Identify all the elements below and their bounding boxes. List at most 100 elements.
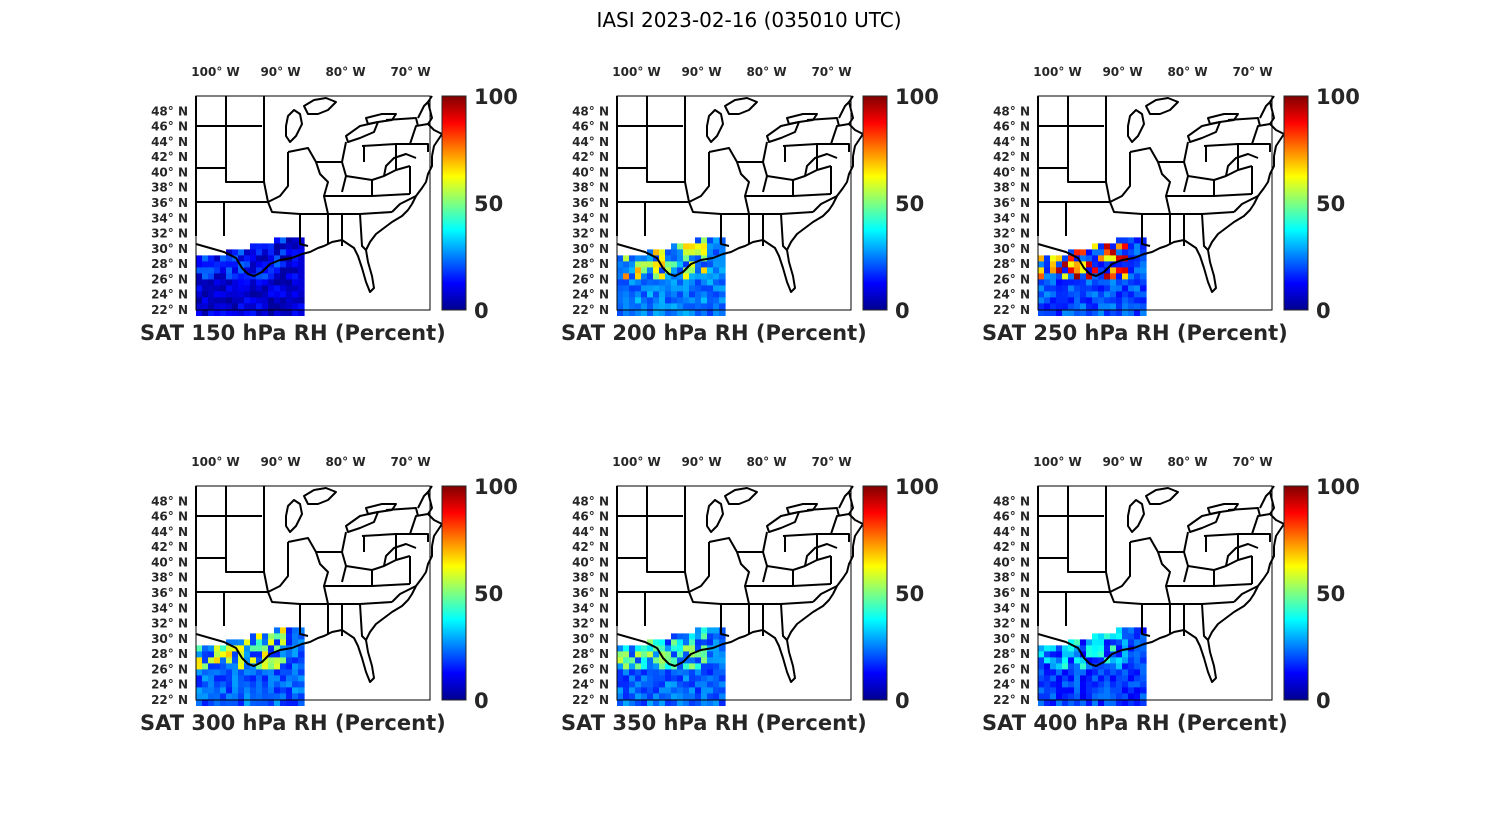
lat-label: 42° N: [572, 150, 609, 164]
colorbar-tick-label: 50: [474, 192, 503, 216]
lon-label: 90° W: [681, 65, 721, 79]
rh-swath: [617, 237, 726, 316]
lat-label: 36° N: [151, 196, 188, 210]
lon-label: 100° W: [191, 455, 239, 469]
colorbar: [862, 485, 888, 701]
lat-label: 34° N: [572, 601, 609, 615]
lat-label: 22° N: [572, 303, 609, 317]
lat-label: 30° N: [993, 632, 1030, 646]
lon-label: 70° W: [811, 65, 851, 79]
figure-title: IASI 2023-02-16 (035010 UTC): [596, 8, 901, 32]
lat-label: 22° N: [151, 303, 188, 317]
lat-label: 24° N: [993, 288, 1030, 302]
map-frame: [1037, 95, 1273, 311]
lat-label: 34° N: [151, 601, 188, 615]
colorbar-tick-label: 50: [895, 582, 924, 606]
map-panel-150: 100° W 90° W 80° W 70° W 48° N 46° N44° N42° …: [140, 65, 518, 345]
colorbar-tick-label: 50: [474, 582, 503, 606]
map-frame: [195, 95, 431, 311]
map-panel-300: 100° W 90° W 80° W 70° W 48° N 46° N44° N42° …: [140, 455, 518, 735]
lat-label: 28° N: [151, 647, 188, 661]
lat-label: 22° N: [993, 693, 1030, 707]
map-frame: [1037, 485, 1273, 701]
lat-label: 32° N: [572, 617, 609, 631]
lon-label: 100° W: [612, 455, 660, 469]
lat-label: 42° N: [151, 150, 188, 164]
colorbar-tick-label: 0: [895, 299, 910, 323]
colorbar-tick-label: 50: [895, 192, 924, 216]
lat-label: 46° N: [993, 120, 1030, 134]
lon-label: 80° W: [1167, 65, 1207, 79]
lat-label: 40° N: [993, 555, 1030, 569]
lat-label: 36° N: [572, 586, 609, 600]
lat-label: 36° N: [993, 586, 1030, 600]
panel-title: SAT 150 hPa RH (Percent): [140, 321, 446, 345]
map-panel-400: 100° W 90° W 80° W 70° W 48° N 46° N44° N42° …: [982, 455, 1360, 735]
lon-label: 90° W: [681, 455, 721, 469]
colorbar-tick-label: 0: [1316, 689, 1331, 713]
map-frame: [616, 485, 852, 701]
lat-label: 36° N: [151, 586, 188, 600]
lat-label: 32° N: [151, 617, 188, 631]
colorbar-tick-label: 50: [1316, 192, 1345, 216]
lon-label: 90° W: [1102, 455, 1142, 469]
panel-title: SAT 400 hPa RH (Percent): [982, 711, 1288, 735]
lat-label: 48° N: [993, 104, 1030, 118]
lat-label: 42° N: [572, 540, 609, 554]
lat-label: 40° N: [151, 555, 188, 569]
lon-label: 70° W: [1232, 455, 1272, 469]
colorbar-tick-label: 50: [1316, 582, 1345, 606]
lat-label: 44° N: [151, 135, 188, 149]
lat-label: 32° N: [993, 227, 1030, 241]
lon-label: 80° W: [746, 455, 786, 469]
colorbar-tick-label: 100: [474, 475, 518, 499]
lat-label: 48° N: [151, 494, 188, 508]
rh-swath: [1038, 237, 1147, 316]
colorbar: [441, 485, 467, 701]
lat-label: 26° N: [993, 272, 1030, 286]
panel-title: SAT 350 hPa RH (Percent): [561, 711, 867, 735]
panel-title: SAT 250 hPa RH (Percent): [982, 321, 1288, 345]
lat-label: 28° N: [993, 647, 1030, 661]
lat-label: 42° N: [993, 540, 1030, 554]
lat-label: 46° N: [572, 510, 609, 524]
lat-label: 38° N: [151, 571, 188, 585]
lat-label: 28° N: [572, 647, 609, 661]
lat-label: 48° N: [151, 104, 188, 118]
lat-label: 24° N: [151, 288, 188, 302]
colorbar-tick-label: 0: [474, 299, 489, 323]
map-frame: [616, 95, 852, 311]
lon-label: 70° W: [390, 65, 430, 79]
lat-label: 24° N: [572, 288, 609, 302]
lat-label: 26° N: [572, 662, 609, 676]
lat-label: 44° N: [993, 525, 1030, 539]
lat-label: 38° N: [993, 571, 1030, 585]
lat-label: 46° N: [572, 120, 609, 134]
lat-label: 34° N: [993, 211, 1030, 225]
lat-label: 40° N: [572, 555, 609, 569]
lat-label: 38° N: [151, 181, 188, 195]
lat-label: 32° N: [993, 617, 1030, 631]
map-panel-200: 100° W 90° W 80° W 70° W 48° N 46° N44° N42° …: [561, 65, 939, 345]
colorbar-tick-label: 100: [895, 85, 939, 109]
panel-title: SAT 200 hPa RH (Percent): [561, 321, 867, 345]
colorbar: [1283, 95, 1309, 311]
colorbar-tick-label: 100: [1316, 475, 1360, 499]
lat-label: 28° N: [151, 257, 188, 271]
lon-label: 100° W: [191, 65, 239, 79]
colorbar: [1283, 485, 1309, 701]
colorbar: [862, 95, 888, 311]
lat-label: 34° N: [993, 601, 1030, 615]
lat-label: 46° N: [151, 510, 188, 524]
panel-title: SAT 300 hPa RH (Percent): [140, 711, 446, 735]
lat-label: 38° N: [572, 571, 609, 585]
lat-label: 38° N: [993, 181, 1030, 195]
lat-label: 30° N: [151, 632, 188, 646]
colorbar-tick-label: 100: [1316, 85, 1360, 109]
lat-label: 26° N: [151, 662, 188, 676]
lat-label: 46° N: [151, 120, 188, 134]
colorbar-tick-label: 100: [895, 475, 939, 499]
lat-label: 44° N: [572, 525, 609, 539]
colorbar-tick-label: 100: [474, 85, 518, 109]
lon-label: 90° W: [260, 65, 300, 79]
